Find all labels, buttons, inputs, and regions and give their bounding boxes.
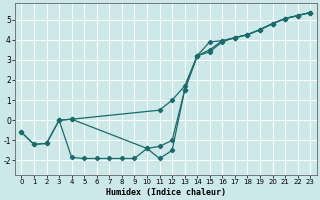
X-axis label: Humidex (Indice chaleur): Humidex (Indice chaleur) [106,188,226,197]
